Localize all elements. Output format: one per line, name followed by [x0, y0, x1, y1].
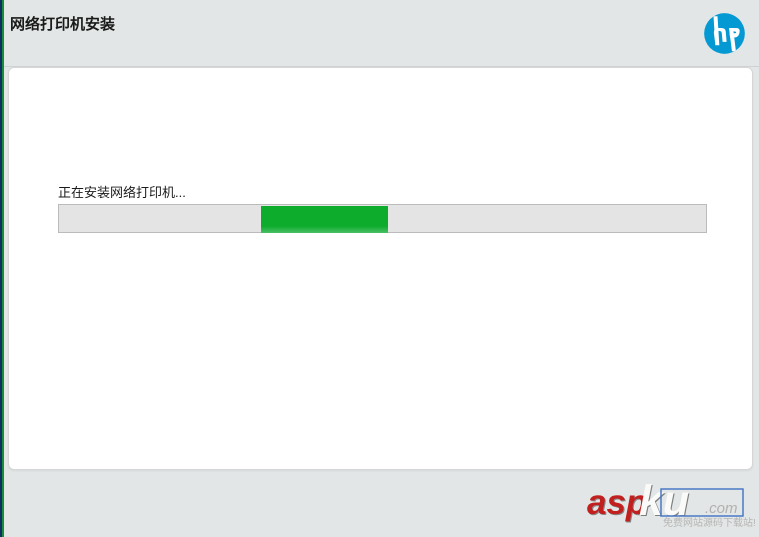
svg-text:免费网站源码下载站!: 免费网站源码下载站! [663, 516, 756, 529]
svg-text:.com: .com [705, 500, 738, 517]
